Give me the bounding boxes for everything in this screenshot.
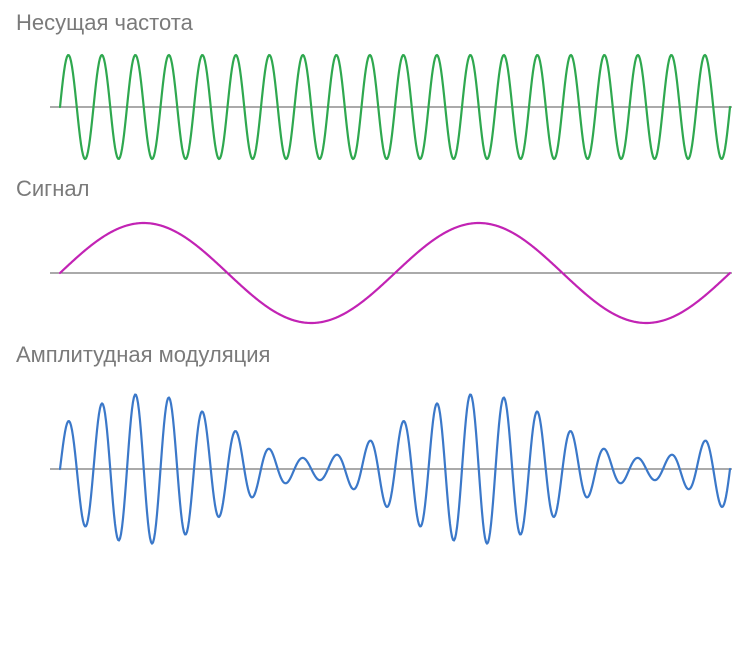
am-section: Амплитудная модуляция [0,342,740,564]
carrier-wave-container [0,42,740,172]
signal-wave-container [0,208,740,338]
am-wave-container [0,374,740,564]
signal-section: Сигнал [0,176,740,338]
carrier-wave-svg [0,42,740,172]
carrier-wave-path [60,55,730,159]
am-wave-path [60,395,730,544]
signal-label: Сигнал [16,176,740,202]
am-label: Амплитудная модуляция [16,342,740,368]
carrier-label: Несущая частота [16,10,740,36]
am-wave-svg [0,374,740,564]
carrier-section: Несущая частота [0,10,740,172]
signal-wave-svg [0,208,740,338]
